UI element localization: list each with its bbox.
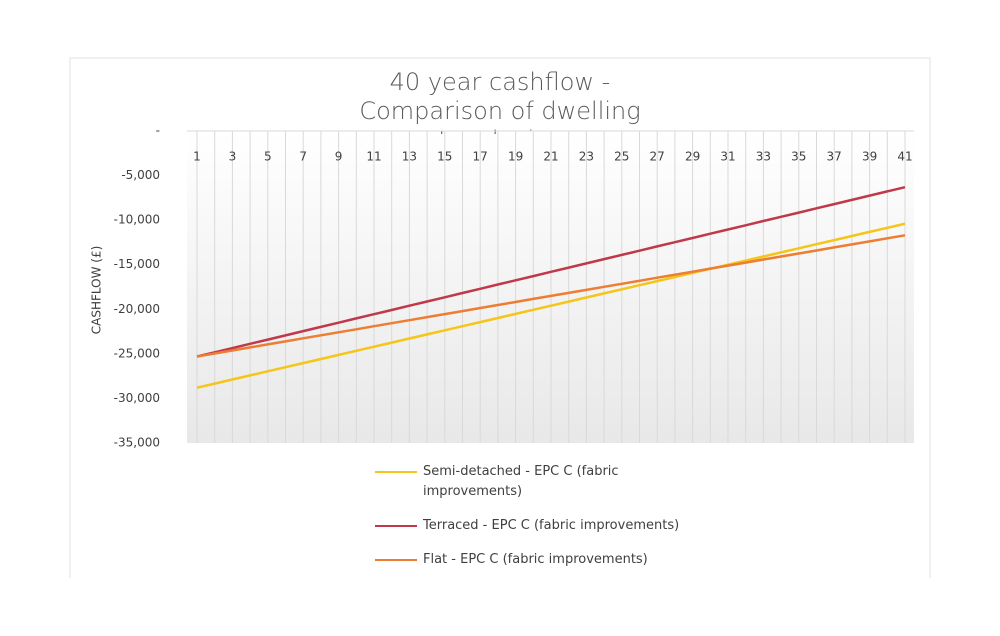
chart-title: 40 year cashflow - Comparison of dwellin… <box>359 68 641 134</box>
x-tick-label: 21 <box>543 150 558 164</box>
series-line <box>196 222 906 389</box>
y-tick-label: -35,000 <box>114 436 160 450</box>
x-tick-label: 27 <box>650 150 665 164</box>
legend-label: Flat - EPC C (fabric improvements) <box>423 552 648 567</box>
series-line <box>196 185 906 358</box>
x-tick-label: 37 <box>827 150 842 164</box>
title-box: 40 year cashflow - Comparison of dwellin… <box>359 68 641 134</box>
x-tick-label: 1 <box>193 150 201 164</box>
legend-item: Terraced - EPC C (fabric improvements) <box>375 516 693 536</box>
y-tick-label: -20,000 <box>114 302 160 316</box>
legend-label: Terraced - EPC C (fabric improvements) <box>423 518 680 533</box>
series-line <box>196 234 906 358</box>
x-tick-label: 39 <box>862 150 877 164</box>
x-tick-label: 19 <box>508 150 523 164</box>
y-axis-title: CASHFLOW (£) <box>90 246 104 335</box>
x-tick-label: 35 <box>791 150 806 164</box>
legend-item: Semi-detached - EPC C (fabric improvemen… <box>375 462 693 502</box>
legend-item: Flat - EPC C (fabric improvements) <box>375 550 693 570</box>
x-tick-label: 5 <box>264 150 272 164</box>
y-tick-label: -30,000 <box>114 391 160 405</box>
x-tick-label: 13 <box>402 150 417 164</box>
x-tick-label: 3 <box>229 150 237 164</box>
legend-label: Semi-detached - EPC C (fabric improvemen… <box>423 464 619 499</box>
x-tick-label: 11 <box>366 150 381 164</box>
x-tick-label: 29 <box>685 150 700 164</box>
x-tick-label: 9 <box>335 150 343 164</box>
x-tick-label: 33 <box>756 150 771 164</box>
y-tick-label: -15,000 <box>114 257 160 271</box>
x-tick-label: 41 <box>897 150 912 164</box>
legend-swatch <box>375 559 417 561</box>
x-tick-label: 23 <box>579 150 594 164</box>
y-tick-label: - <box>156 124 160 138</box>
x-tick-label: 15 <box>437 150 452 164</box>
x-tick-label: 17 <box>473 150 488 164</box>
y-tick-label: -25,000 <box>114 346 160 360</box>
chart-border <box>69 57 931 578</box>
legend-swatch <box>375 471 417 473</box>
legend-swatch <box>375 525 417 527</box>
y-tick-label: -5,000 <box>121 168 160 182</box>
x-tick-label: 25 <box>614 150 629 164</box>
x-tick-label: 7 <box>299 150 307 164</box>
x-tick-label: 31 <box>720 150 735 164</box>
legend: Semi-detached - EPC C (fabric improvemen… <box>375 462 705 584</box>
y-tick-label: -10,000 <box>114 213 160 227</box>
